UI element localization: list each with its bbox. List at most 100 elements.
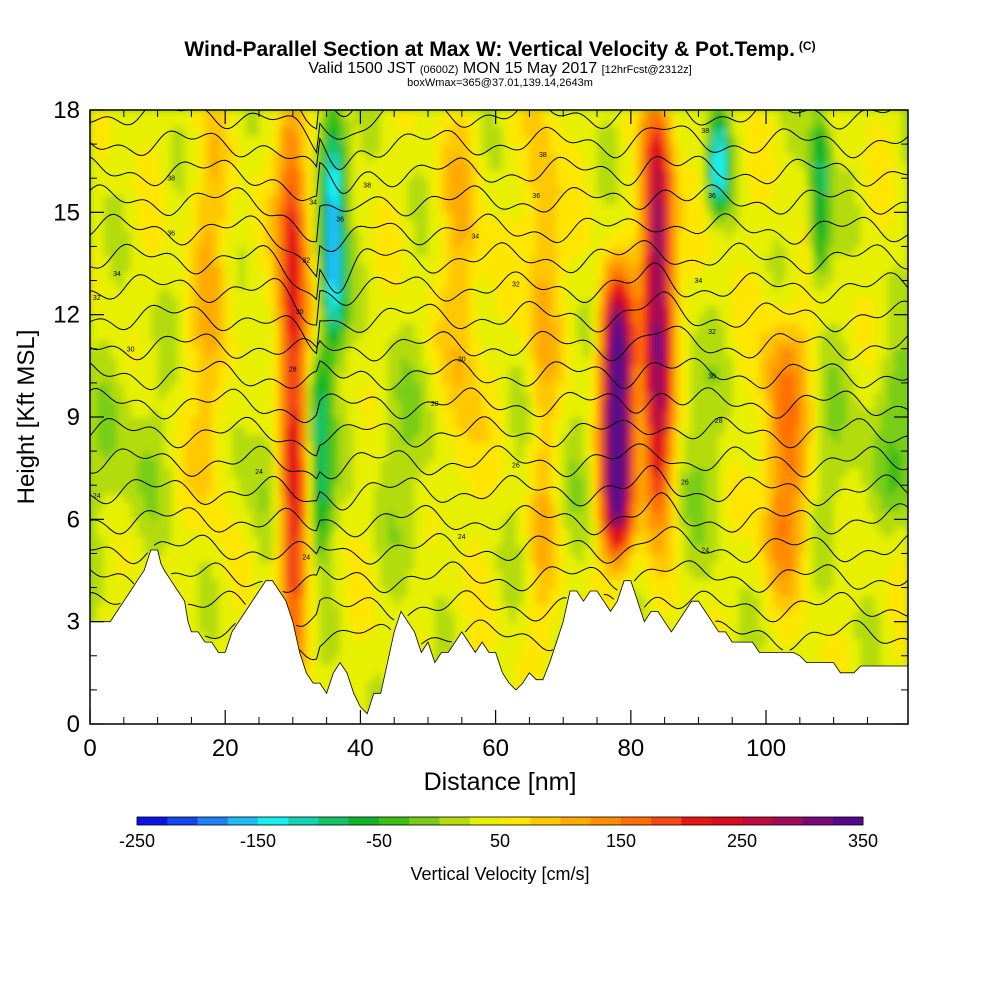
velocity-cell	[286, 485, 294, 495]
velocity-cell	[509, 246, 517, 256]
velocity-cell	[360, 399, 368, 410]
velocity-cell	[137, 127, 145, 137]
velocity-cell	[515, 638, 524, 648]
velocity-cell	[360, 365, 368, 375]
velocity-cell	[509, 195, 517, 205]
velocity-cell	[380, 561, 389, 572]
velocity-cell	[482, 118, 490, 128]
velocity-cell	[110, 434, 118, 444]
velocity-cell	[380, 425, 389, 435]
velocity-cell	[367, 289, 375, 299]
velocity-cell	[556, 604, 564, 614]
velocity-cell	[380, 323, 389, 333]
velocity-cell	[529, 459, 537, 469]
velocity-cell	[421, 485, 429, 495]
velocity-cell	[117, 135, 125, 145]
velocity-cell	[137, 340, 145, 350]
velocity-cell	[340, 459, 348, 469]
velocity-cell	[373, 476, 382, 486]
velocity-cell	[549, 348, 558, 358]
velocity-cell	[313, 246, 321, 256]
velocity-cell	[306, 647, 314, 657]
velocity-cell	[400, 399, 409, 410]
velocity-cell	[157, 357, 165, 367]
velocity-cell	[184, 135, 192, 145]
velocity-cell	[495, 246, 503, 256]
velocity-cell	[299, 340, 307, 350]
velocity-cell	[326, 527, 334, 537]
velocity-cell	[259, 272, 267, 282]
velocity-cell	[204, 272, 213, 282]
velocity-cell	[556, 579, 564, 589]
velocity-cell	[353, 169, 362, 179]
velocity-cell	[542, 561, 551, 572]
velocity-cell	[313, 638, 321, 648]
velocity-cell	[259, 110, 267, 120]
velocity-cell	[434, 553, 443, 563]
velocity-cell	[313, 399, 321, 410]
velocity-cell	[373, 169, 382, 179]
velocity-cell	[542, 118, 551, 128]
velocity-cell	[225, 527, 233, 537]
velocity-cell	[441, 570, 449, 580]
velocity-cell	[204, 348, 213, 358]
velocity-cell	[346, 553, 355, 563]
velocity-cell	[292, 263, 301, 273]
velocity-cell	[225, 348, 233, 358]
velocity-cell	[346, 442, 355, 452]
velocity-cell	[407, 382, 416, 393]
velocity-cell	[441, 510, 449, 520]
velocity-cell	[475, 553, 483, 563]
velocity-cell	[549, 476, 558, 486]
velocity-cell	[482, 323, 490, 333]
velocity-cell	[177, 246, 186, 256]
velocity-cell	[265, 246, 274, 256]
velocity-cell	[360, 272, 368, 282]
velocity-cell	[421, 263, 429, 273]
velocity-cell	[319, 553, 328, 563]
velocity-cell	[279, 289, 287, 299]
velocity-cell	[468, 621, 476, 631]
velocity-cell	[137, 365, 145, 375]
velocity-cell	[475, 186, 483, 196]
velocity-cell	[340, 237, 348, 248]
velocity-cell	[326, 451, 334, 461]
velocity-cell	[103, 476, 111, 486]
velocity-cell	[495, 408, 503, 418]
velocity-cell	[164, 314, 172, 324]
velocity-cell	[299, 135, 307, 145]
velocity-cell	[272, 468, 280, 478]
velocity-cell	[373, 374, 382, 384]
velocity-cell	[177, 340, 186, 350]
velocity-cell	[340, 220, 348, 230]
velocity-cell	[211, 417, 220, 427]
velocity-cell	[150, 510, 159, 520]
velocity-cell	[211, 579, 220, 589]
velocity-cell	[529, 638, 537, 648]
velocity-cell	[394, 110, 402, 120]
velocity-cell	[360, 621, 368, 631]
velocity-cell	[428, 630, 436, 640]
velocity-cell	[549, 374, 558, 384]
velocity-cell	[259, 510, 267, 520]
velocity-cell	[164, 391, 172, 401]
velocity-cell	[421, 579, 429, 589]
velocity-cell	[380, 135, 389, 145]
velocity-cell	[380, 297, 389, 307]
velocity-cell	[441, 340, 449, 350]
velocity-cell	[542, 382, 551, 393]
velocity-cell	[313, 357, 321, 367]
velocity-cell	[171, 314, 179, 324]
velocity-cell	[542, 553, 551, 563]
velocity-cell	[326, 323, 334, 333]
velocity-cell	[123, 365, 132, 375]
velocity-cell	[110, 442, 118, 452]
velocity-cell	[299, 638, 307, 648]
velocity-cell	[373, 135, 382, 145]
velocity-cell	[231, 203, 240, 213]
velocity-cell	[367, 604, 375, 614]
velocity-cell	[191, 553, 199, 563]
velocity-cell	[509, 331, 517, 341]
velocity-cell	[90, 382, 98, 393]
velocity-cell	[299, 374, 307, 384]
